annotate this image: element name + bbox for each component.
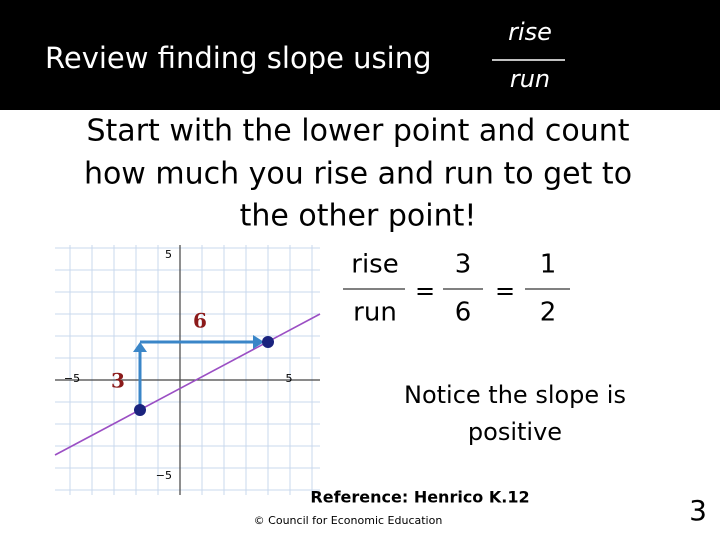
- reference: Reference: Henrico K.12: [310, 488, 529, 507]
- lower-point: [134, 404, 146, 416]
- eq-numerator: 1: [540, 250, 557, 280]
- axis-label: −5: [64, 372, 80, 385]
- eq-numerator: 3: [455, 250, 472, 280]
- axis-label: 5: [286, 372, 293, 385]
- header-band: [0, 0, 720, 110]
- equals: =: [495, 277, 515, 305]
- equals: =: [415, 277, 435, 305]
- body-line: the other point!: [240, 199, 477, 234]
- arrow-head: [253, 335, 264, 349]
- slope-line: [54, 313, 321, 456]
- page-number: 3: [689, 494, 707, 527]
- header-title: Review finding slope using: [45, 41, 432, 75]
- rise-label: 3: [111, 369, 125, 393]
- eq-denominator: run: [353, 298, 397, 328]
- eq-numerator: rise: [351, 250, 398, 280]
- eq-denominator: 2: [540, 298, 557, 328]
- notice-line: Notice the slope is: [404, 381, 626, 409]
- axis-label: −5: [156, 469, 172, 482]
- header-fraction-denominator: run: [510, 65, 550, 93]
- body-line: Start with the lower point and count: [87, 114, 630, 149]
- header-fraction-numerator: rise: [508, 18, 552, 46]
- notice-line: positive: [468, 418, 562, 446]
- axis-label: 5: [165, 248, 172, 261]
- graph: 5 −5 5 −5 6 3: [54, 245, 321, 495]
- arrow-head: [133, 342, 147, 352]
- eq-denominator: 6: [455, 298, 472, 328]
- copyright: © Council for Economic Education: [254, 514, 443, 527]
- upper-point: [262, 336, 274, 348]
- run-label: 6: [193, 309, 207, 333]
- body-line: how much you rise and run to get to: [84, 157, 632, 192]
- grid: [55, 245, 320, 495]
